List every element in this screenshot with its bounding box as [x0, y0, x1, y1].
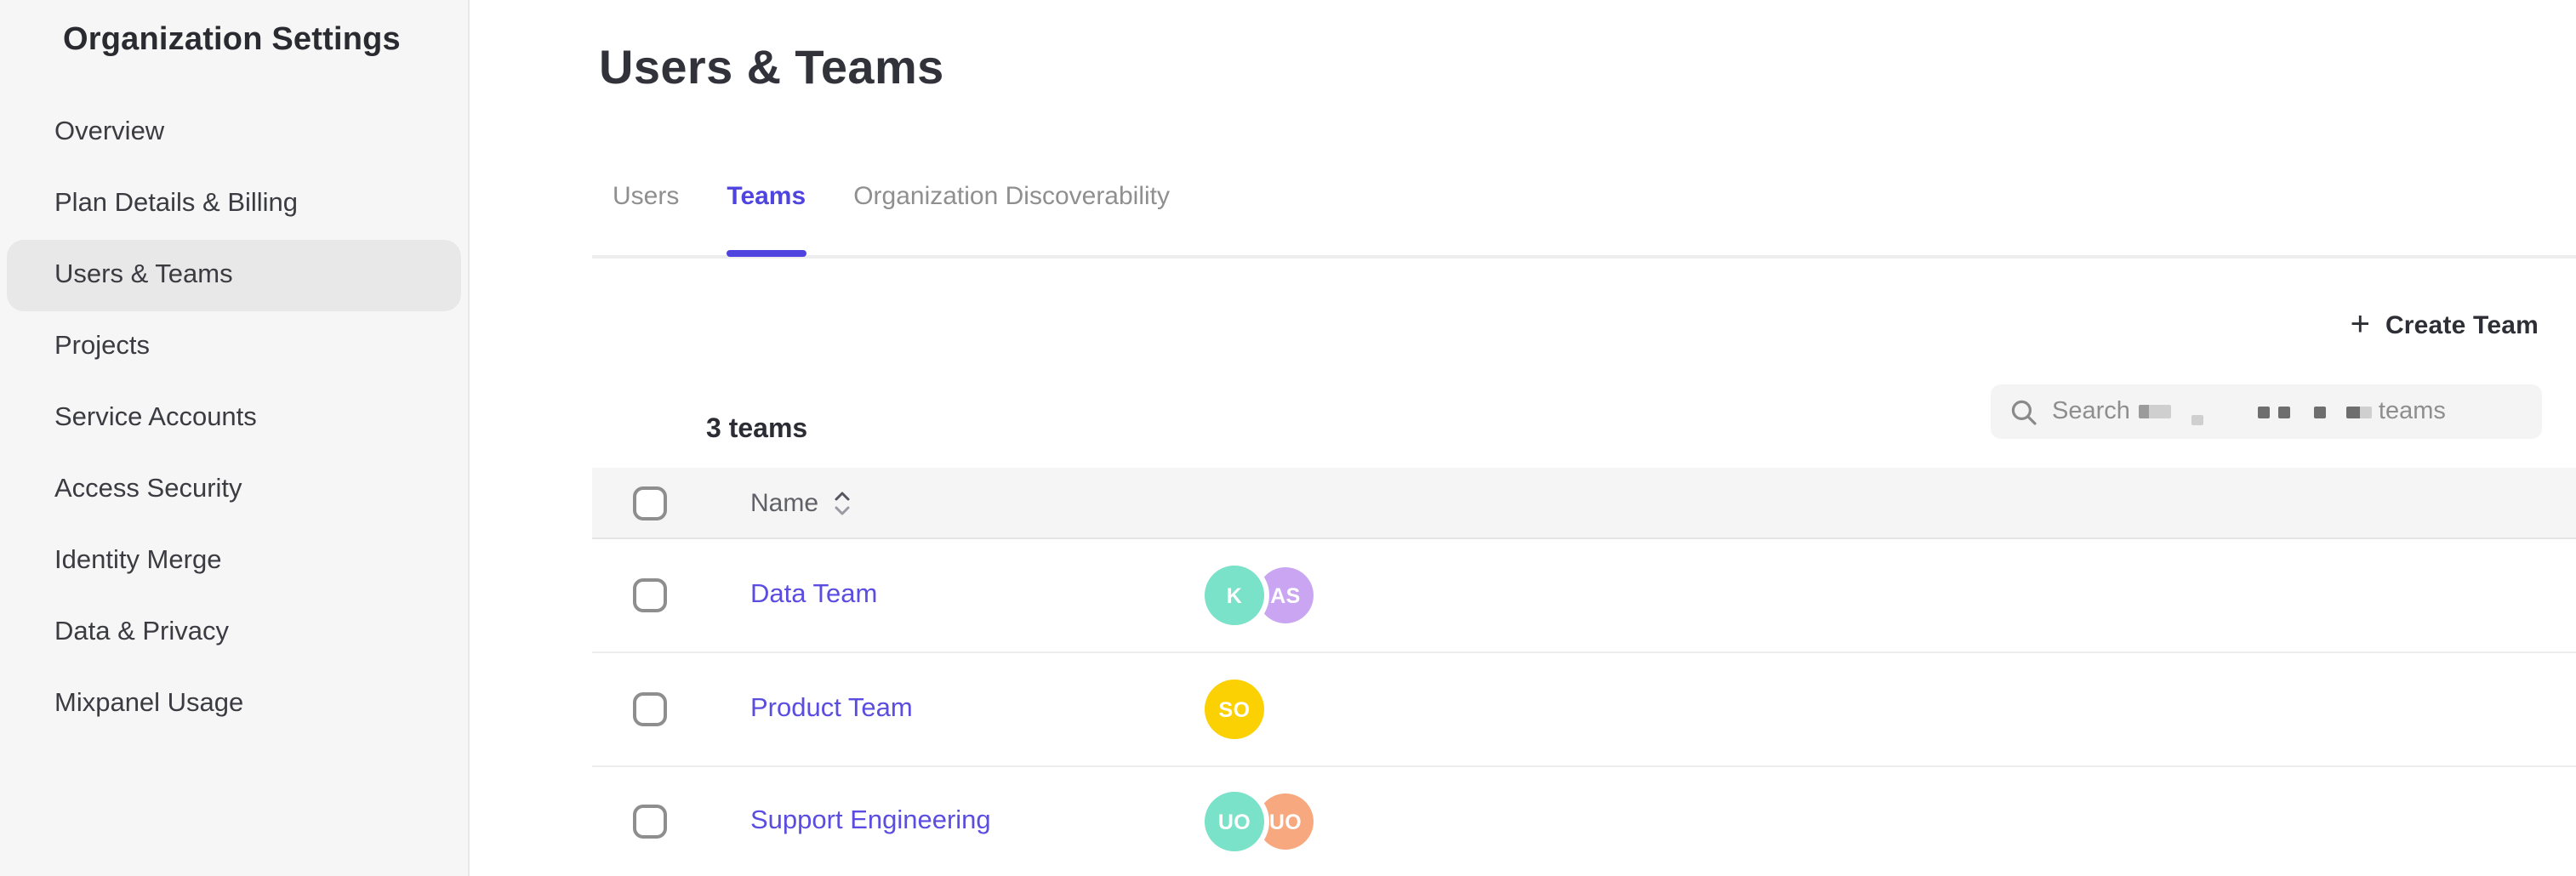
avatar: UO [1205, 792, 1264, 851]
redacted-text [2191, 415, 2203, 425]
tab-label: Users [613, 182, 680, 211]
redacted-text [2257, 406, 2270, 418]
sidebar-item-label: Overview [54, 117, 165, 146]
sidebar-item-label: Access Security [54, 475, 242, 503]
redacted-text [2138, 405, 2171, 418]
team-avatars: UO UO [1205, 792, 1314, 851]
tab-label: Organization Discoverability [853, 182, 1171, 211]
sidebar-item-label: Users & Teams [54, 260, 233, 289]
sidebar-item-projects[interactable]: Projects [7, 311, 461, 383]
team-avatars: SO [1205, 680, 1264, 739]
row-checkbox[interactable] [633, 805, 667, 839]
search-icon [2011, 399, 2037, 424]
row-checkbox[interactable] [633, 578, 667, 612]
tab-divider [592, 255, 2576, 259]
sidebar-item-plan-details-billing[interactable]: Plan Details & Billing [7, 168, 461, 240]
main-panel: Users & Teams Users Teams Organization D… [471, 0, 2576, 876]
avatar: K [1205, 566, 1264, 625]
sidebar-item-label: Identity Merge [54, 546, 222, 575]
sidebar-item-mixpanel-usage[interactable]: Mixpanel Usage [7, 668, 461, 740]
name-header-label: Name [750, 488, 819, 517]
sidebar-item-label: Service Accounts [54, 403, 257, 432]
table-row: Product Team SO [592, 653, 2576, 767]
sidebar-item-data-privacy[interactable]: Data & Privacy [7, 597, 461, 668]
active-tab-underline [727, 250, 806, 257]
avatar: AS [1257, 567, 1314, 623]
table-row: Data Team K AS [592, 539, 2576, 653]
sidebar-item-users-teams[interactable]: Users & Teams [7, 240, 461, 311]
avatar: UO [1257, 794, 1314, 850]
sidebar-nav: Overview Plan Details & Billing Users & … [0, 97, 468, 740]
sidebar-item-service-accounts[interactable]: Service Accounts [7, 383, 461, 454]
redacted-text [2313, 406, 2326, 418]
tab-users[interactable]: Users [613, 180, 679, 214]
plus-icon: + [2350, 306, 2370, 344]
sidebar-title: Organization Settings [63, 22, 401, 58]
tab-teams[interactable]: Teams [727, 180, 806, 257]
search-placeholder-suffix: teams [2378, 398, 2446, 425]
select-all-checkbox[interactable] [633, 486, 667, 520]
sidebar-item-access-security[interactable]: Access Security [7, 454, 461, 526]
team-name-link[interactable]: Support Engineering [750, 806, 991, 835]
table-row: Support Engineering UO UO [592, 767, 2576, 876]
sidebar-item-overview[interactable]: Overview [7, 97, 461, 168]
sidebar: Organization Settings Overview Plan Deta… [0, 0, 470, 876]
team-avatars: K AS [1205, 566, 1314, 625]
tab-organization-discoverability[interactable]: Organization Discoverability [853, 180, 1170, 214]
sidebar-item-label: Mixpanel Usage [54, 689, 244, 718]
create-team-label: Create Team [2385, 310, 2539, 339]
table-body: Data Team K AS Product Team SO Support En… [592, 539, 2576, 876]
sidebar-item-label: Projects [54, 332, 150, 361]
tab-bar: Users Teams Organization Discoverability [613, 180, 1170, 257]
team-name-link[interactable]: Product Team [750, 694, 913, 723]
row-checkbox[interactable] [633, 692, 667, 726]
tab-label: Teams [727, 182, 806, 211]
redacted-text [2345, 406, 2372, 418]
table-header-row: Name [592, 468, 2576, 539]
teams-table: Name Data Team K AS Product Team SO Suppo… [592, 468, 2576, 876]
avatar: SO [1205, 680, 1264, 739]
search-input[interactable]: Search teams [1991, 384, 2542, 439]
sidebar-item-identity-merge[interactable]: Identity Merge [7, 526, 461, 597]
page-title: Users & Teams [599, 41, 944, 94]
name-column-header[interactable]: Name [750, 488, 851, 517]
create-team-button[interactable]: + Create Team [2351, 308, 2539, 342]
team-name-link[interactable]: Data Team [750, 580, 878, 609]
sidebar-item-label: Data & Privacy [54, 617, 230, 646]
sort-icon[interactable] [834, 490, 851, 515]
redacted-text [2277, 406, 2290, 418]
search-placeholder-prefix: Search [2052, 398, 2130, 425]
sidebar-item-label: Plan Details & Billing [54, 189, 299, 218]
teams-count: 3 teams [706, 415, 808, 444]
